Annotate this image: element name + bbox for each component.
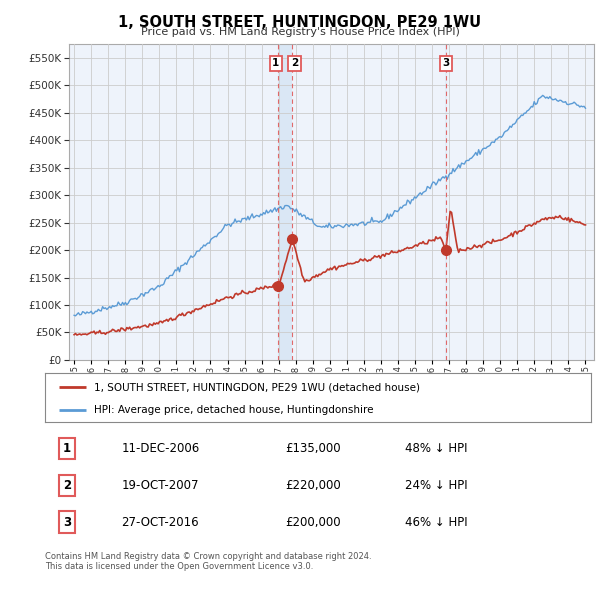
Text: 46% ↓ HPI: 46% ↓ HPI bbox=[406, 516, 468, 529]
Text: £135,000: £135,000 bbox=[285, 442, 341, 455]
Text: Contains HM Land Registry data © Crown copyright and database right 2024.
This d: Contains HM Land Registry data © Crown c… bbox=[45, 552, 371, 571]
Text: 19-OCT-2007: 19-OCT-2007 bbox=[121, 478, 199, 492]
Text: 1, SOUTH STREET, HUNTINGDON, PE29 1WU (detached house): 1, SOUTH STREET, HUNTINGDON, PE29 1WU (d… bbox=[94, 382, 420, 392]
Text: 1, SOUTH STREET, HUNTINGDON, PE29 1WU: 1, SOUTH STREET, HUNTINGDON, PE29 1WU bbox=[118, 15, 482, 30]
Text: 3: 3 bbox=[442, 58, 449, 68]
Text: 48% ↓ HPI: 48% ↓ HPI bbox=[406, 442, 468, 455]
Bar bbox=[445, 44, 447, 360]
Text: HPI: Average price, detached house, Huntingdonshire: HPI: Average price, detached house, Hunt… bbox=[94, 405, 374, 415]
Bar bbox=[278, 44, 292, 360]
Text: 24% ↓ HPI: 24% ↓ HPI bbox=[406, 478, 468, 492]
Text: 2: 2 bbox=[291, 58, 298, 68]
Text: Price paid vs. HM Land Registry's House Price Index (HPI): Price paid vs. HM Land Registry's House … bbox=[140, 27, 460, 37]
Text: 1: 1 bbox=[272, 58, 280, 68]
Text: £220,000: £220,000 bbox=[285, 478, 341, 492]
Text: 2: 2 bbox=[63, 478, 71, 492]
Text: 1: 1 bbox=[63, 442, 71, 455]
Text: 11-DEC-2006: 11-DEC-2006 bbox=[121, 442, 200, 455]
Text: 3: 3 bbox=[63, 516, 71, 529]
Text: 27-OCT-2016: 27-OCT-2016 bbox=[121, 516, 199, 529]
Text: £200,000: £200,000 bbox=[285, 516, 341, 529]
